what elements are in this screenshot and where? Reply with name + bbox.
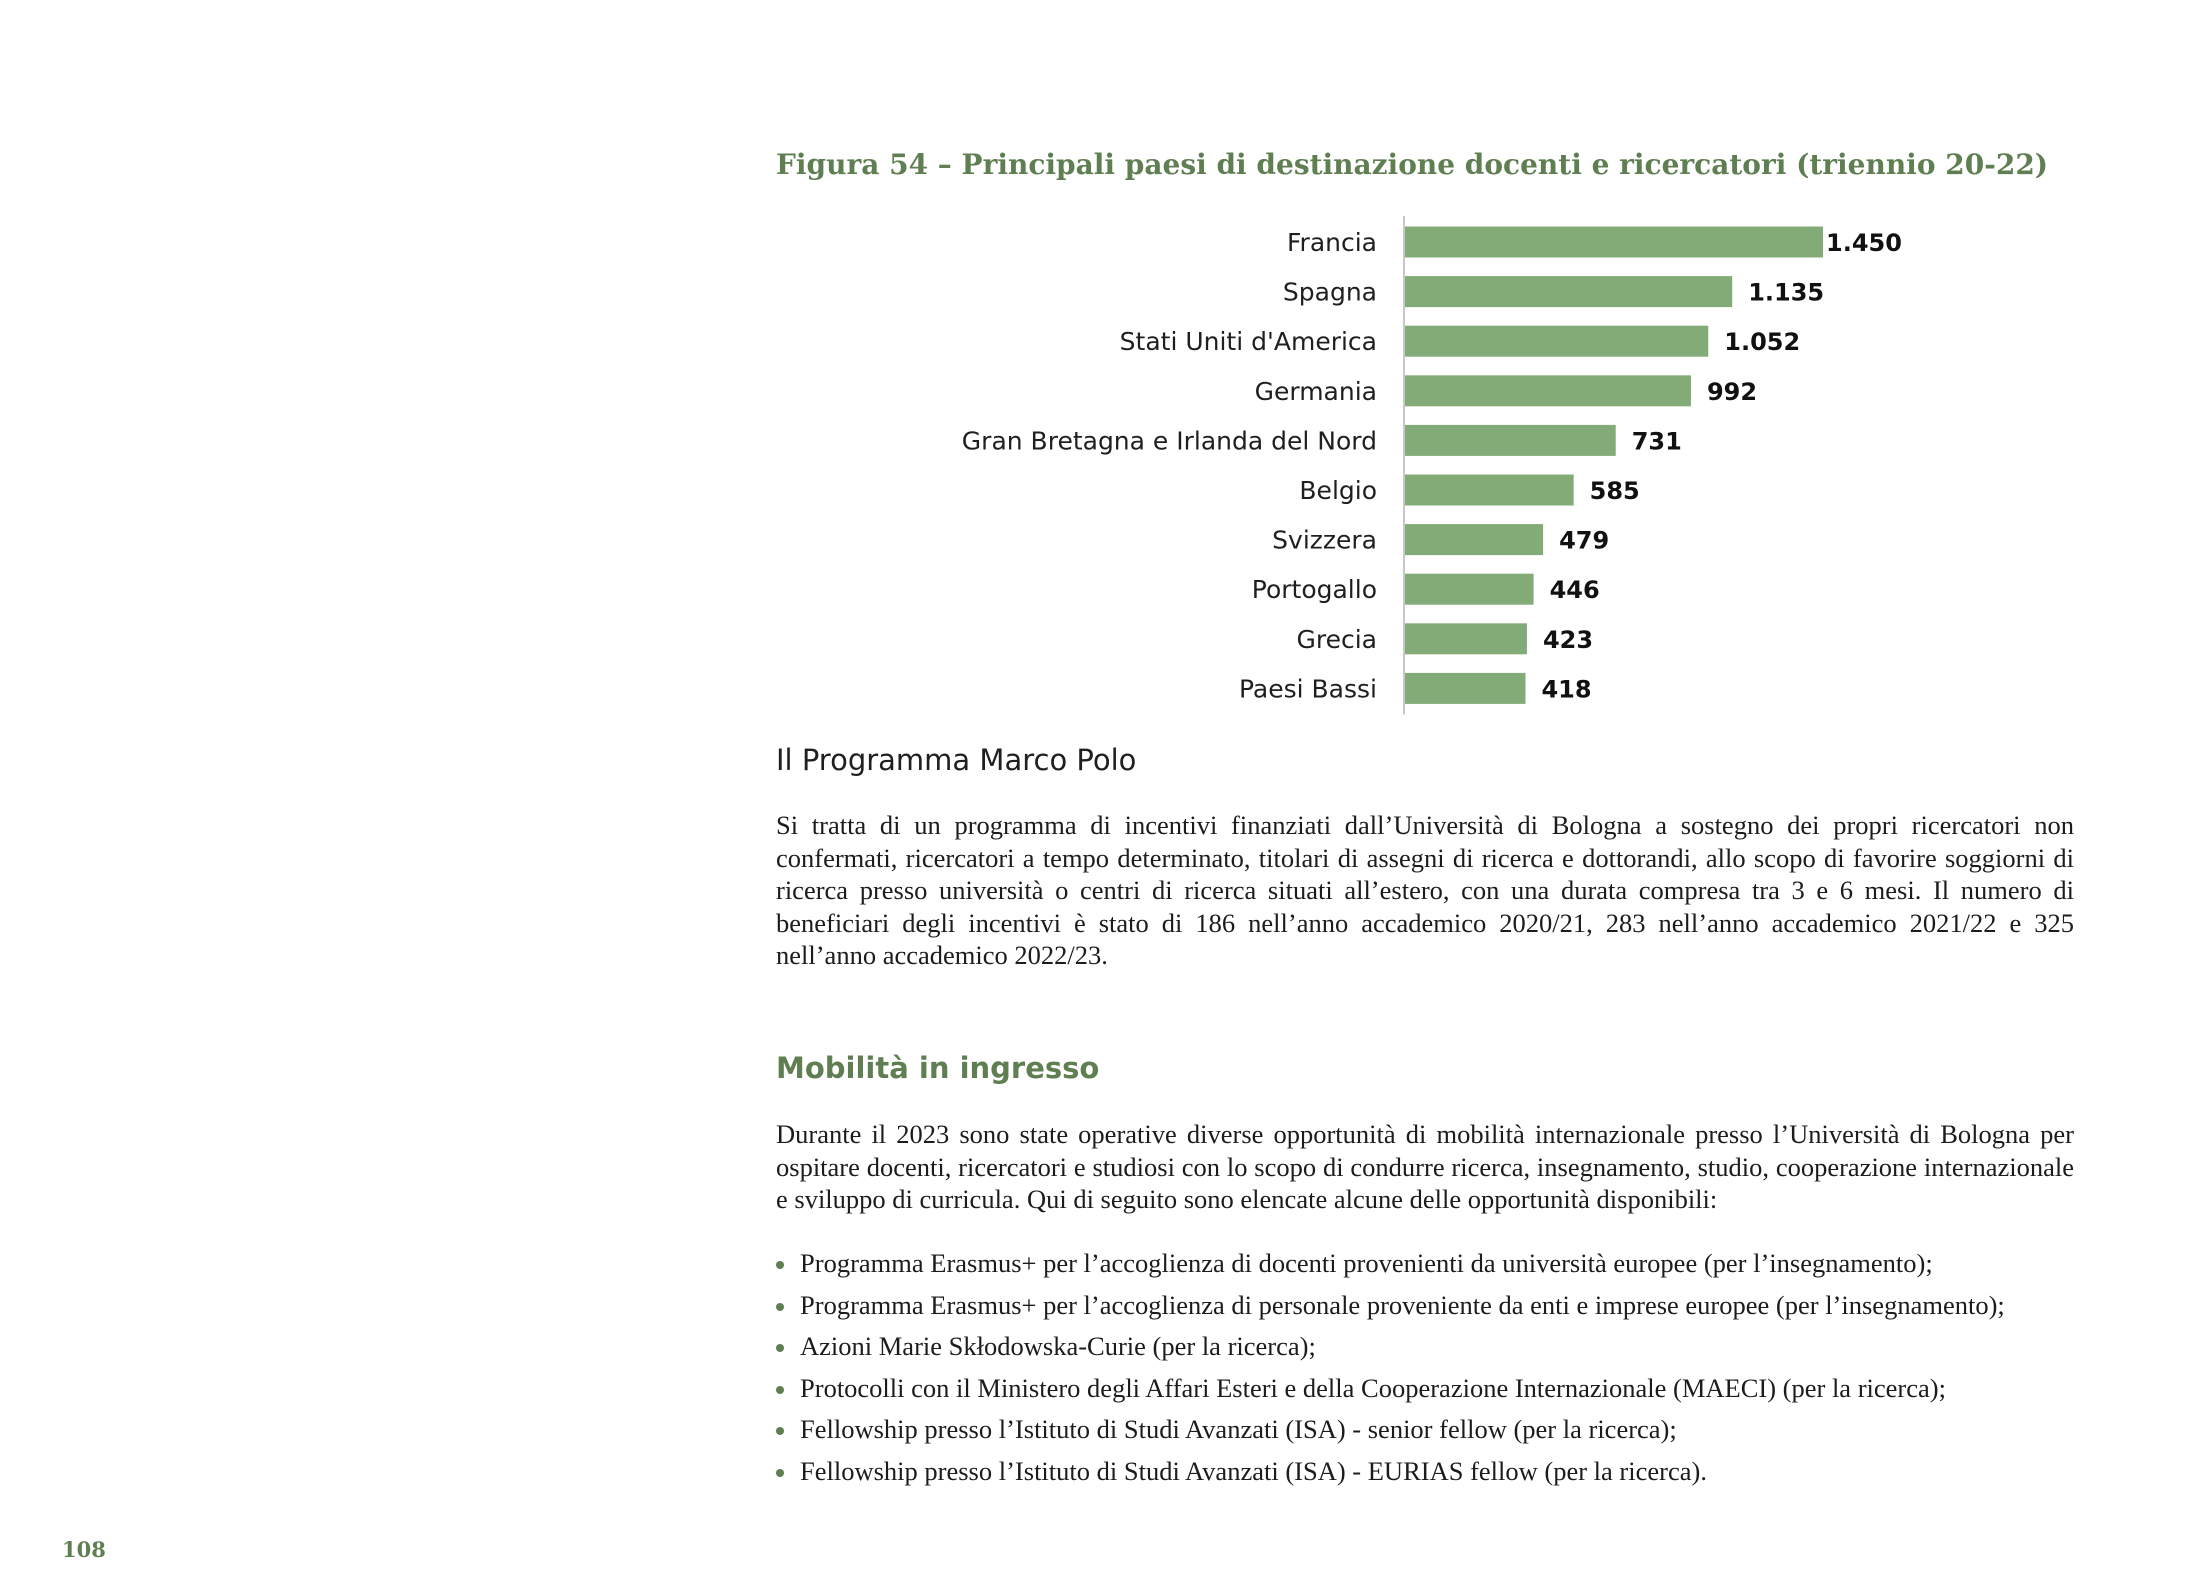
value-label: 731 [1632, 427, 1682, 455]
value-label: 446 [1550, 576, 1600, 604]
bar [1405, 226, 1823, 258]
bar [1405, 623, 1527, 655]
value-label: 1.135 [1748, 279, 1824, 307]
mobility-heading: Mobilità in ingresso [776, 1051, 1100, 1085]
figure-title: Figura 54 – Principali paesi di destinaz… [776, 148, 2049, 181]
section-title: Il Programma Marco Polo [776, 743, 1137, 777]
list-item-text: Programma Erasmus+ per l’accoglienza di … [800, 1248, 1933, 1278]
list-item: Protocolli con il Ministero degli Affari… [776, 1371, 2086, 1413]
bar-chart: Francia 1.450 Spagna 1.135 Stati Uniti d'Ame… [962, 216, 1902, 715]
bar [1405, 524, 1544, 556]
category-label: Spagna [1283, 278, 1377, 307]
bar [1405, 474, 1574, 506]
list-item: Fellowship presso l’Istituto di Studi Av… [776, 1412, 2086, 1454]
bar [1405, 375, 1691, 407]
list-item: Programma Erasmus+ per l’accoglienza di … [776, 1288, 2086, 1330]
list-item: Programma Erasmus+ per l’accoglienza di … [776, 1246, 2086, 1288]
value-label: 1.052 [1724, 328, 1800, 356]
category-label: Gran Bretagna e Irlanda del Nord [962, 426, 1377, 455]
mobility-paragraph: Durante il 2023 sono state operative div… [776, 1119, 2074, 1214]
bullet-icon [776, 1468, 784, 1477]
bar [1405, 325, 1709, 357]
value-label: 418 [1541, 675, 1591, 703]
category-label: Grecia [1297, 625, 1378, 654]
category-label: Stati Uniti d'America [1120, 327, 1377, 356]
bar [1405, 276, 1733, 308]
value-label: 585 [1590, 477, 1640, 505]
bar [1405, 573, 1534, 605]
category-label: Francia [1287, 228, 1377, 257]
list-item-text: Programma Erasmus+ per l’accoglienza di … [800, 1289, 2005, 1320]
list-item-text: Azioni Marie Skłodowska-Curie (per la ri… [800, 1331, 1316, 1361]
value-label: 423 [1543, 626, 1593, 654]
bullet-icon [776, 1427, 784, 1435]
list-item-text: Fellowship presso l’Istituto di Studi Av… [800, 1455, 1707, 1486]
marco-polo-paragraph: Si tratta di un programma di incentivi f… [776, 810, 2074, 970]
opportunity-list: Programma Erasmus+ per l’accoglienza di … [776, 1246, 2086, 1495]
category-label: Portogallo [1252, 575, 1377, 604]
bar [1405, 424, 1616, 456]
value-label: 479 [1559, 527, 1609, 555]
bullet-icon [776, 1302, 784, 1311]
value-label: 992 [1707, 378, 1757, 406]
list-item-text: Fellowship presso l’Istituto di Studi Av… [800, 1414, 1677, 1444]
category-label: Paesi Bassi [1239, 674, 1377, 703]
list-item: Fellowship presso l’Istituto di Studi Av… [776, 1454, 2086, 1496]
category-label: Belgio [1299, 476, 1377, 505]
bar [1405, 672, 1526, 704]
category-label: Germania [1255, 377, 1377, 406]
list-item-text: Protocolli con il Ministero degli Affari… [800, 1372, 1946, 1403]
bullet-icon [776, 1261, 784, 1269]
bullet-icon [776, 1385, 784, 1394]
list-item: Azioni Marie Skłodowska-Curie (per la ri… [776, 1329, 2086, 1371]
category-label: Svizzera [1272, 526, 1377, 555]
bullet-icon [776, 1344, 784, 1352]
page-number: 108 [62, 1537, 106, 1562]
value-label: 1.450 [1826, 229, 1902, 257]
